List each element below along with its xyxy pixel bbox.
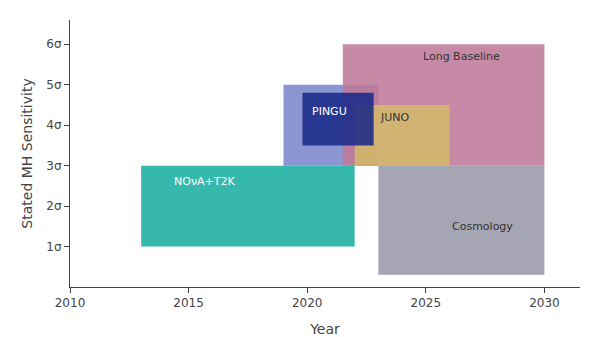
svg-text:PINGU: PINGU [312,105,347,118]
svg-text:Long Baseline: Long Baseline [423,50,500,63]
svg-text:6σ: 6σ [46,37,62,51]
svg-text:2010: 2010 [55,296,86,310]
svg-text:NOνA+T2K: NOνA+T2K [174,175,235,188]
svg-text:JUNO: JUNO [380,111,410,124]
svg-text:2025: 2025 [411,296,442,310]
svg-text:Stated MH Sensitivity: Stated MH Sensitivity [19,78,35,228]
svg-text:5σ: 5σ [46,78,62,92]
svg-text:Year: Year [309,321,340,337]
svg-text:1σ: 1σ [46,240,62,254]
svg-text:3σ: 3σ [46,159,62,173]
svg-text:2020: 2020 [292,296,323,310]
svg-text:2015: 2015 [173,296,204,310]
svg-text:2σ: 2σ [46,199,62,213]
svg-text:2030: 2030 [529,296,560,310]
svg-text:4σ: 4σ [46,118,62,132]
svg-text:Cosmology: Cosmology [452,220,513,233]
